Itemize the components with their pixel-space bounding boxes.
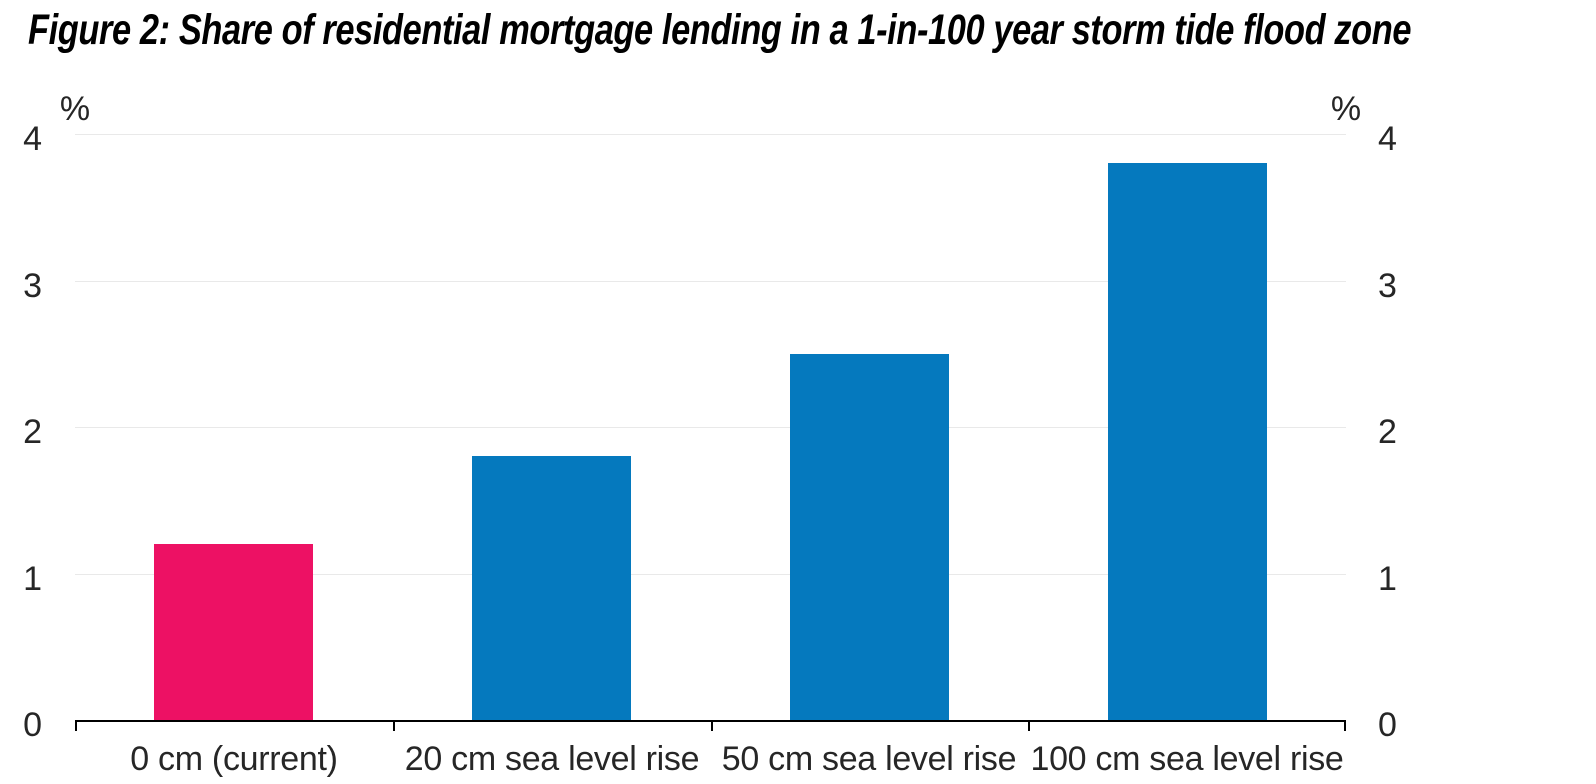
bar-20-cm-sea-level-rise: [472, 456, 631, 720]
y-axis-tick-label-right-1: 1: [1378, 560, 1397, 598]
y-axis-tick-label-left-2: 2: [23, 413, 42, 451]
y-axis-tick-label-right-4: 4: [1378, 120, 1397, 158]
y-axis-tick-label-right-2: 2: [1378, 413, 1397, 451]
bar-100-cm-sea-level-rise: [1108, 163, 1267, 720]
x-category-label-20-cm-sea-level-rise: 20 cm sea level rise: [404, 740, 700, 778]
y-axis-tick-label-right-3: 3: [1378, 267, 1397, 305]
x-axis-line: [75, 720, 1346, 722]
x-category-label-0-cm-current: 0 cm (current): [130, 740, 338, 778]
x-axis-tick: [711, 720, 713, 731]
y-axis-tick-label-left-0: 0: [23, 706, 42, 744]
x-axis-tick: [1344, 720, 1346, 731]
y-axis-tick-label-left-3: 3: [23, 267, 42, 305]
y-axis-tick-label-right-0: 0: [1378, 706, 1397, 744]
y-axis-tick-label-left-4: 4: [23, 120, 42, 158]
x-axis-tick: [75, 720, 77, 731]
x-axis-tick: [1028, 720, 1030, 731]
gridline-3: [75, 280, 1346, 282]
y-axis-unit-left: %: [59, 90, 91, 128]
plot-area: [75, 134, 1346, 731]
gridline-2: [75, 427, 1346, 428]
y-axis-unit-right: %: [1330, 90, 1362, 128]
x-category-label-50-cm-sea-level-rise: 50 cm sea level rise: [721, 740, 1017, 778]
x-category-label-100-cm-sea-level-rise: 100 cm sea level rise: [1030, 740, 1344, 778]
gridline-1: [75, 573, 1346, 575]
bar-0-cm-current: [154, 544, 313, 720]
y-axis-tick-label-left-1: 1: [23, 560, 42, 598]
bar-50-cm-sea-level-rise: [790, 354, 949, 720]
x-axis-tick: [393, 720, 395, 731]
gridline-4: [75, 134, 1346, 135]
figure-title: Figure 2: Share of residential mortgage …: [28, 6, 1412, 54]
